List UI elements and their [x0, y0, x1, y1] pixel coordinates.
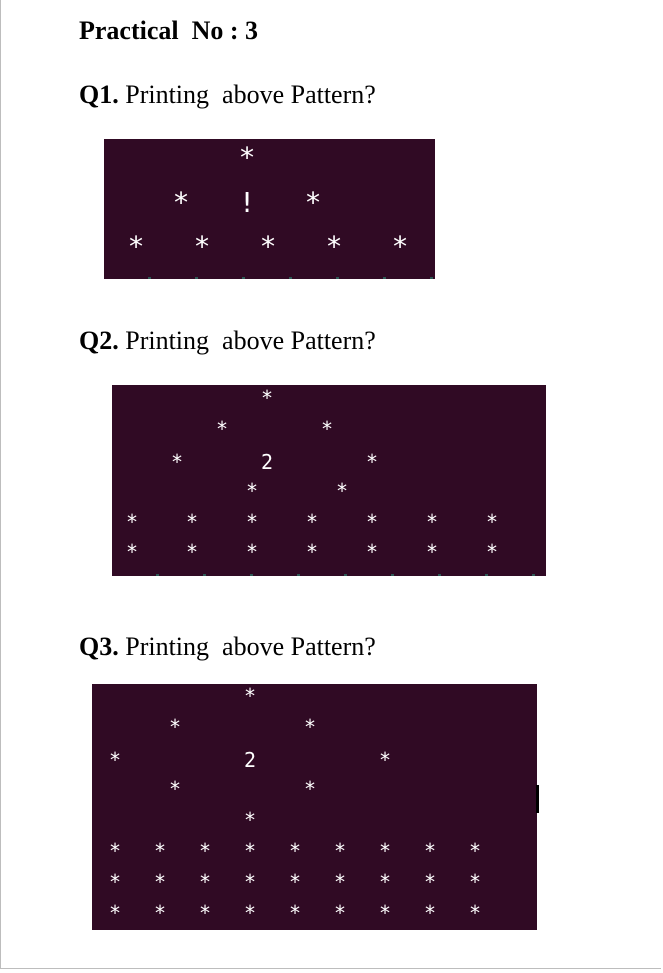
- q2-pattern-char: *: [425, 510, 439, 534]
- q3-pattern-char: *: [423, 839, 437, 863]
- q2-pattern-char: *: [215, 417, 229, 441]
- q2-pattern-char: *: [425, 540, 439, 564]
- q3-pattern-char: *: [288, 870, 302, 894]
- question-1-number: Q1.: [79, 80, 119, 109]
- q3-pattern-char: *: [153, 901, 167, 925]
- q3-pattern-char: *: [168, 777, 182, 801]
- q3-pattern-char: *: [243, 839, 257, 863]
- q2-pattern-char: *: [320, 417, 334, 441]
- crop-edge-mark: [536, 785, 539, 813]
- q3-pattern-char: *: [153, 870, 167, 894]
- q3-pattern-char: *: [378, 839, 392, 863]
- q3-pattern-char: *: [168, 715, 182, 739]
- q3-pattern-char: *: [108, 870, 122, 894]
- q2-pattern-char: *: [245, 479, 259, 503]
- q3-pattern-char: *: [153, 839, 167, 863]
- q3-pattern-char: *: [243, 684, 257, 708]
- q3-pattern-char: *: [198, 839, 212, 863]
- question-1: Q1. Printing above Pattern?: [79, 80, 376, 110]
- question-2: Q2. Printing above Pattern?: [79, 326, 376, 356]
- q3-pattern-char: *: [303, 715, 317, 739]
- q3-pattern-char: *: [243, 870, 257, 894]
- q3-pattern-char: *: [468, 839, 482, 863]
- q2-pattern-char: *: [125, 510, 139, 534]
- q3-pattern-char: *: [243, 901, 257, 925]
- q2-pattern-char: *: [170, 450, 184, 474]
- q3-terminal-output: * * * * 2 * * * * * * * * * * * * * * * * * * * * * * * * * * * * * * *: [92, 684, 537, 930]
- q1-pattern-char: *: [304, 186, 322, 219]
- q1-pattern-char: *: [391, 230, 409, 263]
- q2-pattern-char: 2: [260, 450, 274, 474]
- q2-pattern-char: *: [365, 540, 379, 564]
- q1-pattern-char: *: [193, 230, 211, 263]
- q3-pattern-char: *: [288, 839, 302, 863]
- q2-pattern-char: *: [125, 540, 139, 564]
- question-3-text: Printing above Pattern?: [118, 632, 376, 661]
- q2-pattern-char: *: [335, 479, 349, 503]
- q3-pattern-char: *: [378, 748, 392, 772]
- q3-pattern-char: 2: [243, 748, 257, 772]
- q1-pattern-char: *: [172, 186, 190, 219]
- q3-pattern-char: *: [333, 870, 347, 894]
- question-3-number: Q3.: [79, 632, 119, 661]
- q1-pattern-char: !: [238, 186, 256, 219]
- q1-terminal-output: * *! * * * * * *: [104, 139, 435, 279]
- question-2-text: Printing above Pattern?: [118, 326, 376, 355]
- q3-pattern-char: *: [333, 839, 347, 863]
- q2-terminal-output: * * * * 2 * * * * * * * * * * * * * * * * *: [112, 385, 546, 576]
- question-1-text: Printing above Pattern?: [118, 80, 376, 109]
- q3-pattern-char: *: [378, 870, 392, 894]
- q3-pattern-char: *: [108, 839, 122, 863]
- q1-pattern-char: *: [127, 230, 145, 263]
- q2-pattern-char: *: [485, 540, 499, 564]
- q2-pattern-char: *: [245, 540, 259, 564]
- q3-pattern-char: *: [288, 901, 302, 925]
- q2-pattern-char: *: [365, 450, 379, 474]
- question-2-number: Q2.: [79, 326, 119, 355]
- q2-pattern-char: *: [305, 540, 319, 564]
- q3-pattern-char: *: [468, 870, 482, 894]
- question-3: Q3. Printing above Pattern?: [79, 632, 376, 662]
- q3-pattern-char: *: [423, 870, 437, 894]
- q2-pattern-char: *: [185, 510, 199, 534]
- q2-pattern-char: *: [485, 510, 499, 534]
- q3-pattern-char: *: [468, 901, 482, 925]
- q1-pattern-char: *: [325, 230, 343, 263]
- practical-title: Practical No : 3: [79, 16, 259, 45]
- q1-cropped-line: [104, 277, 435, 279]
- q2-pattern-char: *: [260, 386, 274, 410]
- q3-pattern-char: *: [198, 870, 212, 894]
- q3-pattern-char: *: [378, 901, 392, 925]
- q2-cropped-line: [112, 574, 546, 576]
- q1-pattern-char: *: [238, 141, 256, 174]
- q1-pattern-char: *: [259, 230, 277, 263]
- q3-pattern-char: *: [198, 901, 212, 925]
- q3-pattern-char: *: [108, 901, 122, 925]
- q3-pattern-char: *: [303, 777, 317, 801]
- q2-pattern-char: *: [245, 510, 259, 534]
- q2-pattern-char: *: [185, 540, 199, 564]
- q3-pattern-char: *: [423, 901, 437, 925]
- q3-pattern-char: *: [108, 748, 122, 772]
- q3-pattern-char: *: [243, 808, 257, 832]
- q2-pattern-char: *: [365, 510, 379, 534]
- q3-pattern-char: *: [333, 901, 347, 925]
- q2-pattern-char: *: [305, 510, 319, 534]
